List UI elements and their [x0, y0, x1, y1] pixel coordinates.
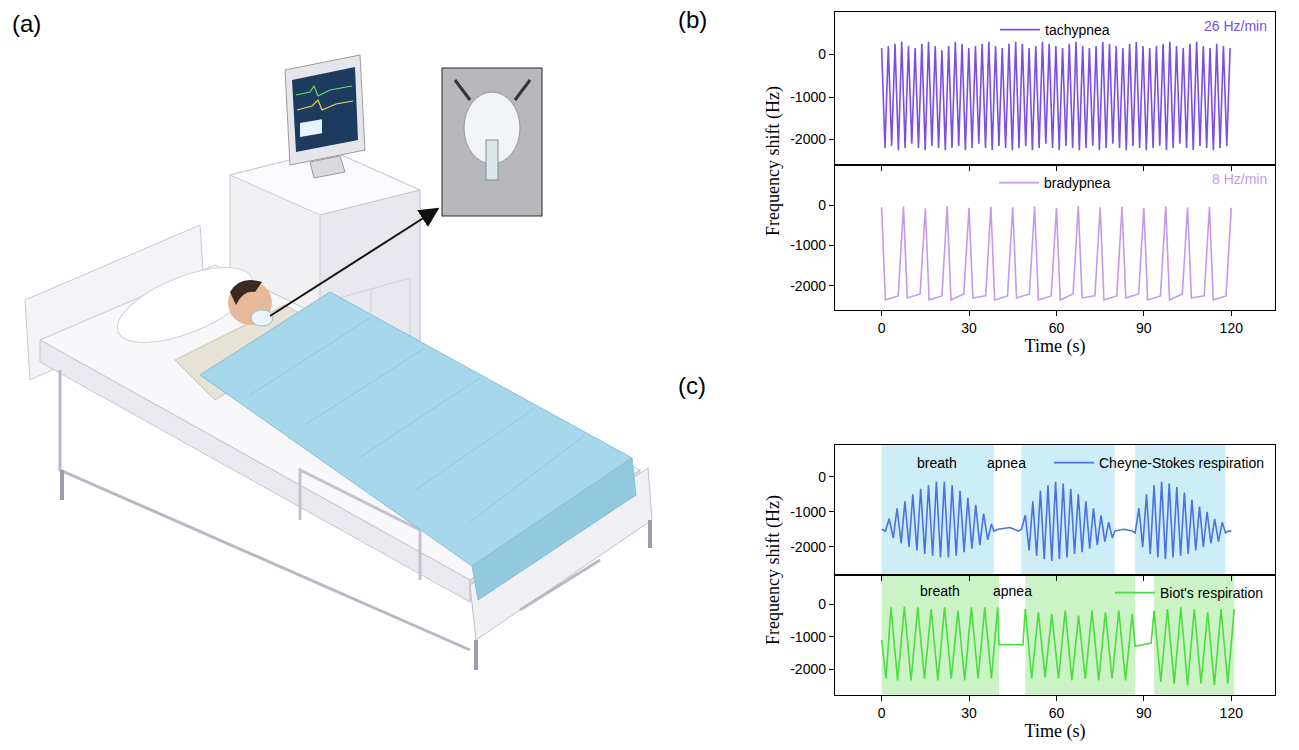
svg-text:-1000: -1000 [790, 629, 826, 645]
svg-text:0: 0 [818, 46, 826, 62]
svg-text:-2000: -2000 [790, 278, 826, 294]
svg-text:-1000: -1000 [790, 89, 826, 105]
svg-text:0: 0 [818, 469, 826, 485]
svg-text:0: 0 [818, 197, 826, 213]
svg-text:30: 30 [961, 705, 977, 721]
svg-text:0: 0 [878, 705, 886, 721]
svg-text:Cheyne-Stokes respiration: Cheyne-Stokes respiration [1099, 455, 1264, 471]
svg-text:apnea: apnea [993, 583, 1032, 599]
svg-text:-2000: -2000 [790, 661, 826, 677]
html-text:(c): (c) [678, 372, 706, 399]
svg-text:-2000: -2000 [790, 539, 826, 555]
svg-text:tachypnea: tachypnea [1045, 22, 1110, 38]
svg-text:Time (s): Time (s) [1025, 721, 1086, 742]
svg-text:60: 60 [1049, 320, 1065, 336]
svg-text:0: 0 [818, 596, 826, 612]
svg-text:0: 0 [878, 320, 886, 336]
svg-text:30: 30 [961, 320, 977, 336]
svg-text:breath: breath [920, 583, 960, 599]
svg-text:apnea: apnea [987, 455, 1026, 471]
svg-text:90: 90 [1136, 320, 1152, 336]
svg-text:120: 120 [1220, 320, 1244, 336]
svg-text:-1000: -1000 [790, 237, 826, 253]
svg-text:breath: breath [917, 455, 957, 471]
html-text:(a): (a) [12, 10, 42, 37]
svg-text:26 Hz/min: 26 Hz/min [1204, 18, 1267, 34]
svg-text:Frequency shift (Hz): Frequency shift (Hz) [763, 86, 784, 236]
svg-text:Frequency shift (Hz): Frequency shift (Hz) [763, 495, 784, 645]
svg-text:bradypnea: bradypnea [1044, 175, 1110, 191]
svg-text:-1000: -1000 [790, 504, 826, 520]
html-text:(b): (b) [678, 6, 708, 33]
svg-text:120: 120 [1220, 705, 1244, 721]
svg-text:-2000: -2000 [790, 131, 826, 147]
svg-text:60: 60 [1049, 705, 1065, 721]
svg-text:8 Hz/min: 8 Hz/min [1212, 171, 1267, 187]
svg-text:Time (s): Time (s) [1025, 336, 1086, 357]
svg-text:90: 90 [1136, 705, 1152, 721]
svg-text:Biot's respiration: Biot's respiration [1160, 585, 1263, 601]
